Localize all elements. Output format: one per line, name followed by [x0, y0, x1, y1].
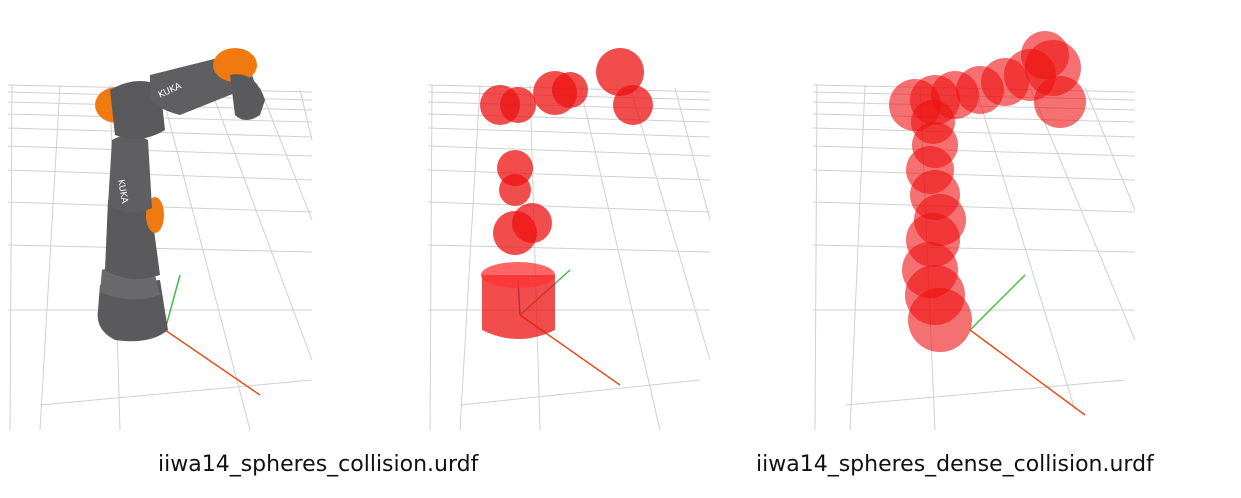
- dense-collision-spheres: [889, 31, 1086, 352]
- caption-sparse-collision: iiwa14_spheres_collision.urdf: [158, 452, 479, 477]
- base-cylinder: [482, 275, 555, 339]
- sphere: [512, 203, 552, 243]
- kuka-iiwa-robot-arm: KUKA KUKA: [95, 48, 265, 342]
- dense-collision-render: [812, 31, 1135, 431]
- sparse-collision-spheres: [480, 48, 653, 339]
- ground-grid: [427, 84, 710, 431]
- ground-grid: [812, 84, 1135, 431]
- robot-arm-render: KUKA KUKA: [7, 48, 313, 431]
- robot-arm-viewport: KUKA KUKA: [0, 30, 320, 435]
- sphere: [500, 87, 536, 123]
- y-axis-line: [164, 274, 181, 331]
- sphere: [596, 48, 644, 96]
- dense-collision-viewport: [805, 30, 1135, 435]
- caption-dense-collision: iiwa14_spheres_dense_collision.urdf: [756, 452, 1154, 477]
- sparse-collision-viewport: [420, 30, 710, 435]
- x-axis-line: [164, 329, 261, 396]
- sparse-collision-render: [427, 48, 710, 431]
- axis-indicator: [969, 274, 1086, 416]
- ground-grid: [7, 84, 313, 431]
- axis-indicator: [159, 274, 261, 396]
- sphere: [613, 85, 653, 125]
- joint-6: [213, 48, 257, 82]
- kuka-logo-lower: KUKA: [115, 179, 129, 205]
- sphere: [499, 174, 531, 206]
- sphere: [552, 72, 588, 108]
